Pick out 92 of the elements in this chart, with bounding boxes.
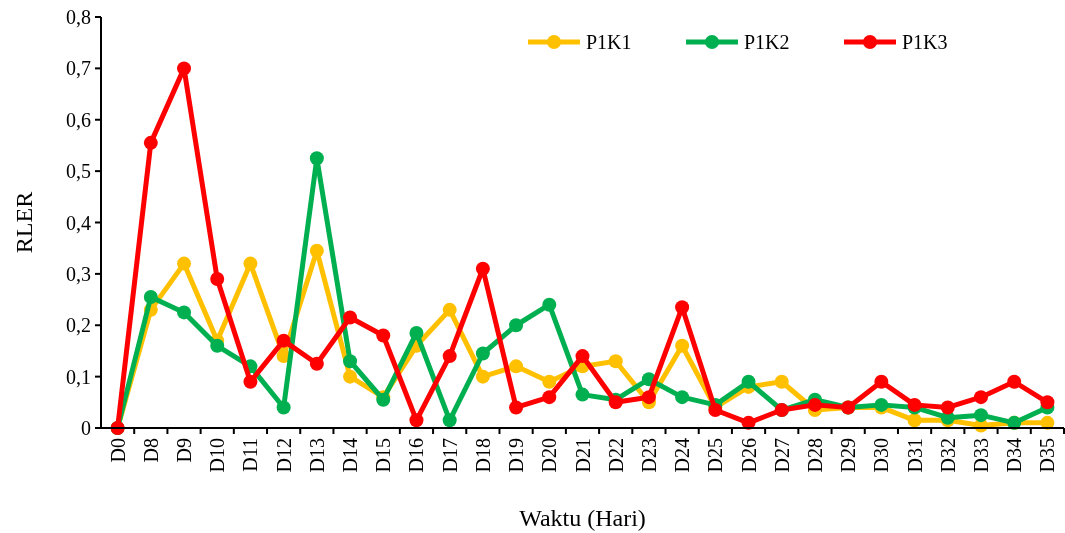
y-axis-title: RLER — [11, 191, 37, 254]
point — [575, 349, 590, 364]
x-tick-label: D27 — [770, 438, 793, 473]
point — [409, 325, 424, 340]
point — [309, 243, 324, 258]
x-tick-label: D24 — [671, 438, 694, 473]
x-tick-label: D12 — [272, 438, 295, 473]
point — [376, 328, 391, 343]
point — [309, 151, 324, 166]
point — [442, 349, 457, 364]
x-axis-title: Waktu (Hari) — [519, 505, 646, 531]
point — [807, 397, 822, 412]
legend-label: P1K2 — [744, 31, 790, 53]
x-tick-label: D8 — [139, 438, 162, 463]
point — [210, 272, 225, 287]
y-tick-label: 0,6 — [66, 108, 91, 131]
point — [442, 302, 457, 317]
point — [973, 390, 988, 405]
y-tick-label: 0,2 — [66, 314, 91, 337]
point — [542, 297, 557, 312]
x-tick-label: D34 — [1003, 438, 1026, 473]
point — [143, 289, 158, 304]
point — [143, 135, 158, 150]
x-tick-label: D9 — [173, 438, 196, 463]
y-tick-label: 0,4 — [66, 211, 91, 234]
point — [243, 374, 258, 389]
x-tick-label: D0 — [106, 438, 129, 463]
y-tick-label: 0 — [81, 417, 91, 439]
x-tick-label: D32 — [936, 438, 959, 473]
point — [973, 408, 988, 423]
x-tick-label: D22 — [604, 438, 627, 473]
x-tick-label: D21 — [571, 438, 594, 473]
x-tick-label: D16 — [405, 438, 428, 473]
point — [475, 369, 490, 384]
point — [210, 338, 225, 353]
y-tick-label: 0,7 — [66, 57, 91, 80]
x-tick-label: D10 — [206, 438, 229, 473]
point — [177, 61, 192, 76]
point — [343, 369, 358, 384]
x-tick-label: D28 — [803, 438, 826, 473]
point — [343, 310, 358, 325]
y-tick-label: 0,3 — [66, 262, 91, 285]
x-tick-label: D18 — [471, 438, 494, 473]
point — [542, 374, 557, 389]
point — [475, 346, 490, 361]
x-tick-label: D17 — [438, 438, 461, 473]
point — [343, 354, 358, 369]
point — [475, 261, 490, 276]
x-tick-label: D25 — [704, 438, 727, 473]
point — [409, 413, 424, 428]
point — [675, 338, 690, 353]
x-tick-label: D11 — [239, 438, 262, 472]
point — [641, 390, 656, 405]
point — [675, 300, 690, 315]
x-tick-label: D19 — [505, 438, 528, 473]
point — [276, 400, 291, 415]
x-tick-label: D35 — [1036, 438, 1059, 473]
point — [1007, 374, 1022, 389]
x-tick-label: D23 — [637, 438, 660, 473]
point — [608, 354, 623, 369]
x-tick-label: D20 — [538, 438, 561, 473]
point — [874, 374, 889, 389]
point — [1040, 395, 1055, 410]
point — [509, 318, 524, 333]
x-tick-label: D30 — [870, 438, 893, 473]
y-tick-label: 0,8 — [66, 6, 91, 28]
point — [177, 256, 192, 271]
point — [276, 333, 291, 348]
x-tick-label: D26 — [737, 438, 760, 473]
point — [442, 413, 457, 428]
point — [309, 356, 324, 371]
legend-label: P1K3 — [902, 31, 948, 53]
y-tick-label: 0,1 — [66, 365, 91, 388]
point — [774, 374, 789, 389]
x-tick-label: D29 — [837, 438, 860, 473]
point — [940, 400, 955, 415]
point — [741, 374, 756, 389]
y-tick-label: 0,5 — [66, 160, 91, 183]
legend-label: P1K1 — [586, 31, 632, 53]
point — [243, 256, 258, 271]
point — [177, 305, 192, 320]
x-tick-label: D13 — [305, 438, 328, 473]
x-tick-label: D15 — [372, 438, 395, 473]
point — [509, 359, 524, 374]
point — [509, 400, 524, 415]
point — [675, 390, 690, 405]
point — [575, 387, 590, 402]
x-tick-label: D14 — [339, 438, 362, 473]
x-tick-label: D31 — [903, 438, 926, 473]
point — [907, 413, 922, 428]
x-tick-label: D33 — [969, 438, 992, 473]
point — [542, 390, 557, 405]
